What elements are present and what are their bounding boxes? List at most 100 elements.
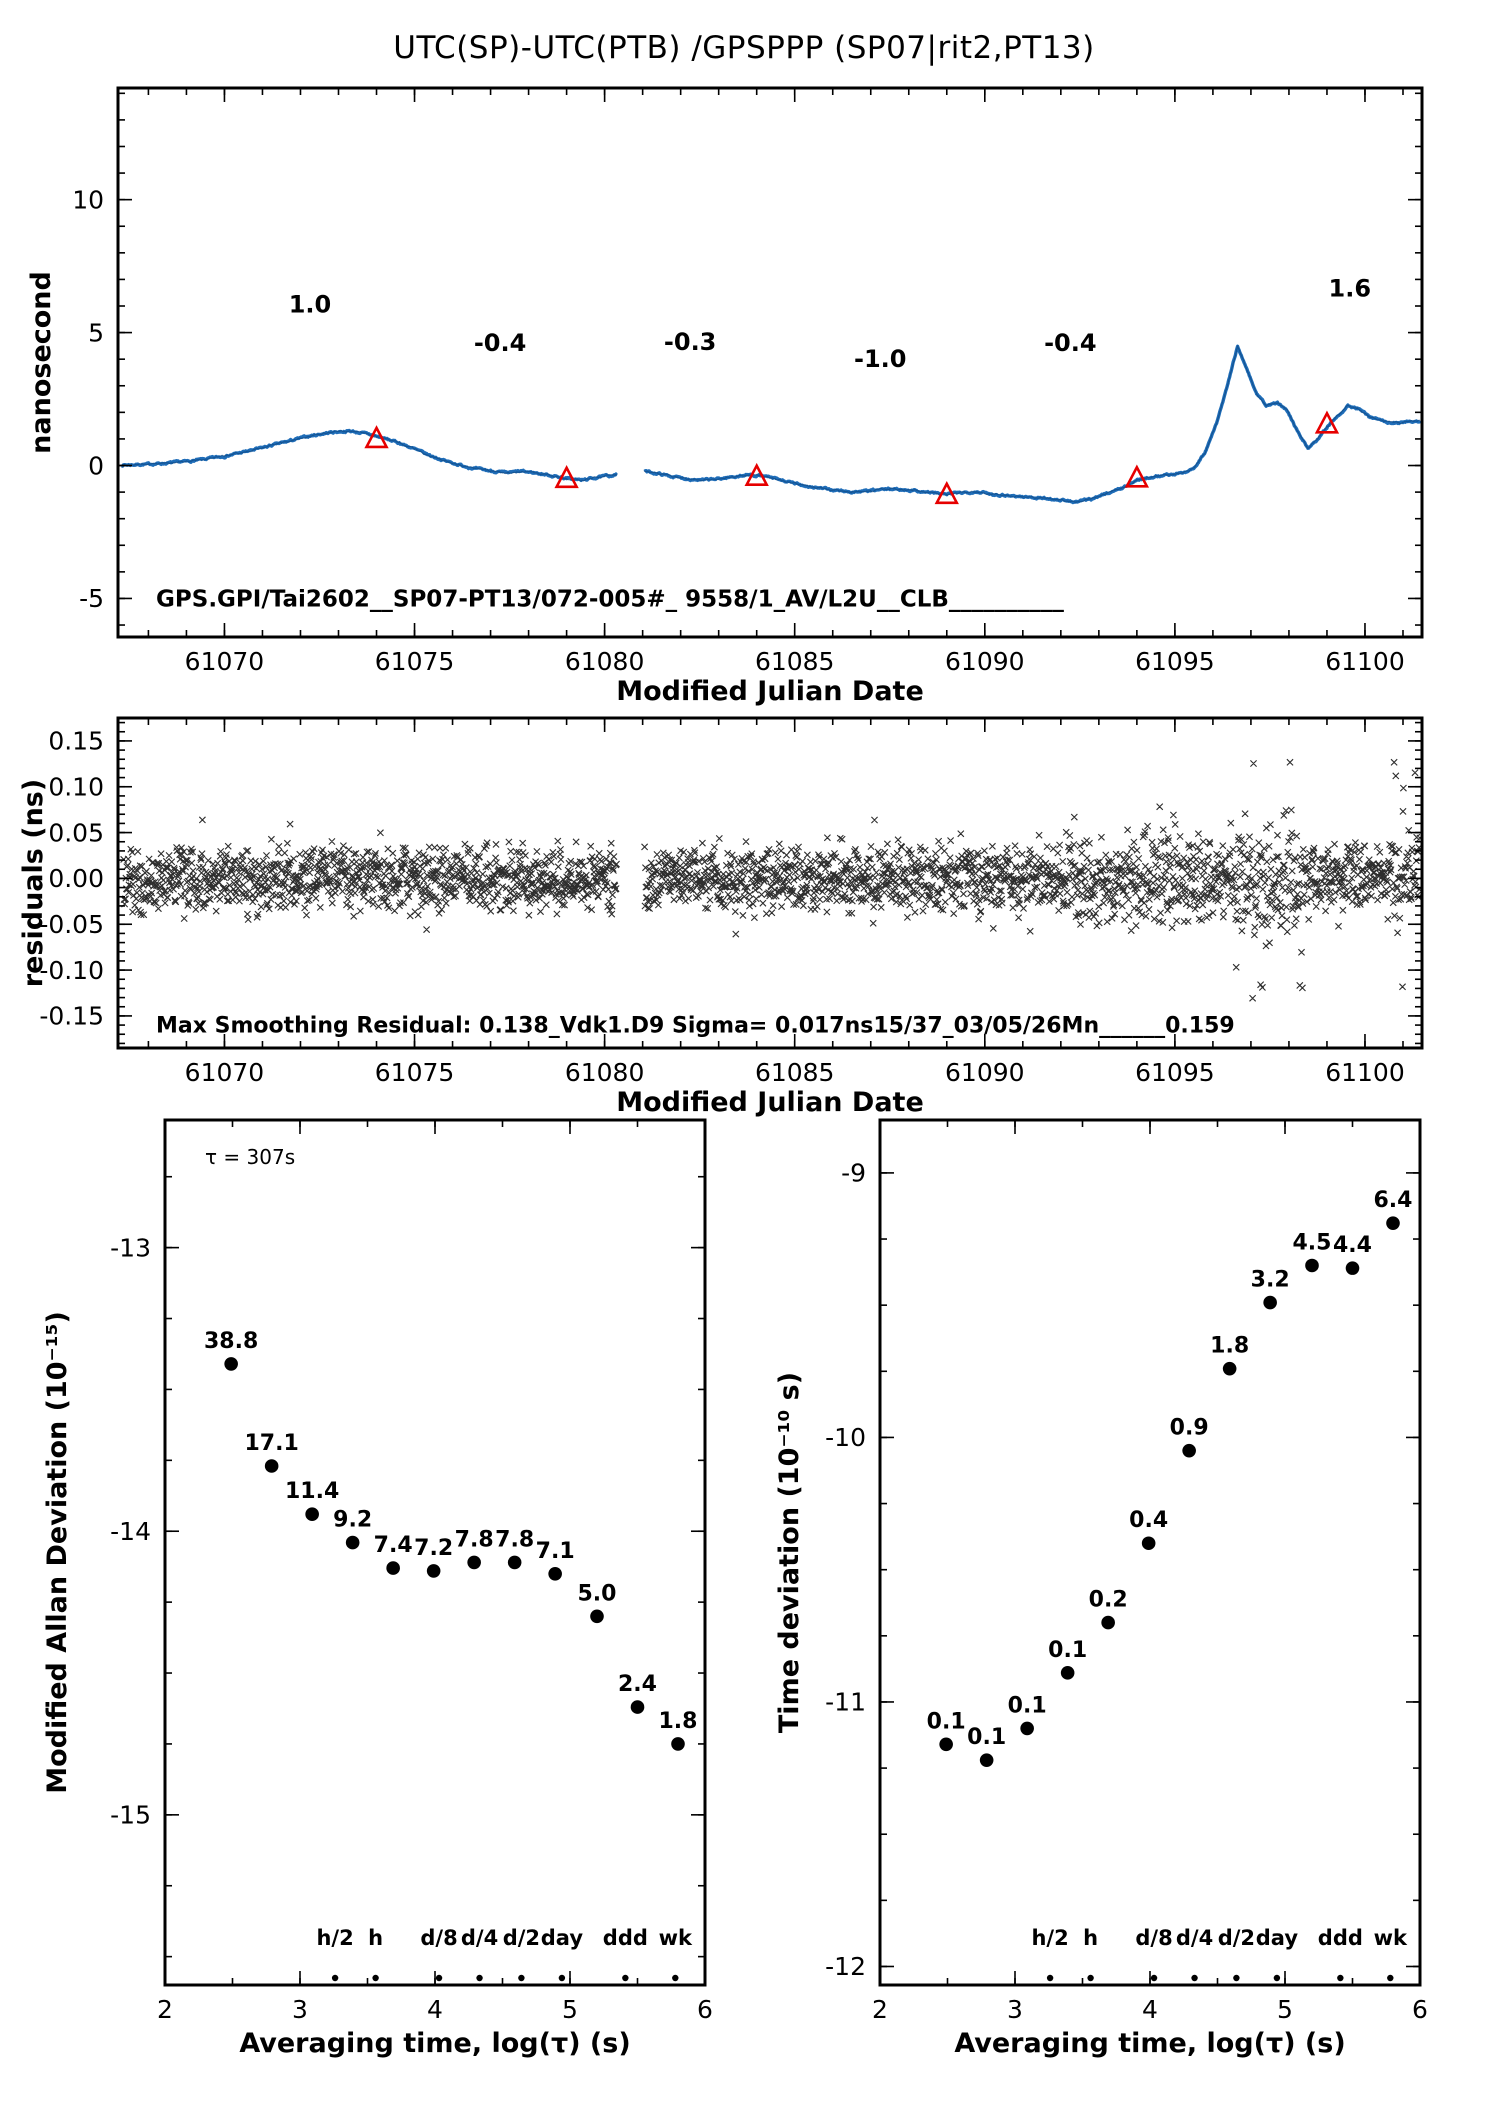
interval-tick-label: wk [659, 1926, 693, 1950]
offset-label: -0.3 [664, 328, 716, 356]
x-tick-label: 2 [157, 1995, 173, 2024]
interval-tick-dot [1150, 1974, 1158, 1982]
mdev-averaging-interval-ticks: h/2 h d/8 d/4 d/2 day ddd wk [316, 1926, 693, 1982]
interval-tick-dot [435, 1974, 443, 1982]
interval-tick-dot [1273, 1974, 1281, 1982]
tdev-point [1305, 1258, 1319, 1273]
x-tick-label: 61100 [1325, 647, 1405, 676]
residuals-axes: 61070 61075 61080 61085 61090 61095 61100 0.15 0… [39, 716, 1424, 1087]
interval-tick-dot [372, 1974, 379, 1982]
interval-tick-dot [1087, 1974, 1094, 1982]
interval-tick-dot [476, 1974, 483, 1982]
mdev-xlabel: Averaging time, log(τ) (s) [239, 2028, 630, 2059]
x-tick-label: 61095 [1135, 647, 1215, 676]
tdev-value-label: 4.5 [1293, 1230, 1332, 1255]
calibration-triangle-icon [1314, 410, 1340, 434]
offset-label: -0.4 [474, 329, 526, 357]
mdev-point [671, 1737, 685, 1751]
tau-note: τ = 307s [205, 1145, 295, 1169]
tdev-points: 0.10.10.10.10.20.40.91.83.24.5 4.46.4 [927, 1188, 1412, 1767]
interval-tick-dot [1337, 1974, 1344, 1982]
x-tick-label: 61075 [375, 647, 455, 676]
phase-curve [121, 345, 1421, 503]
interval-tick-dot [518, 1974, 525, 1982]
tdev-value-label: 3.2 [1251, 1268, 1290, 1293]
link-id-annotation: GPS.GPI/Tai2602__SP07-PT13/072-005#_ 955… [156, 586, 1064, 612]
calibration-triangle-icon [364, 425, 389, 449]
interval-tick-label: h/2 [316, 1926, 353, 1950]
y-tick-label: -10 [825, 1423, 866, 1452]
tdev-value-label: 1.8 [1210, 1334, 1249, 1359]
interval-tick-label: h/2 [1031, 1926, 1068, 1950]
interval-tick-dot [1233, 1974, 1240, 1982]
tdev-value-label: 4.4 [1333, 1233, 1372, 1258]
tdev-value-label: 0.4 [1129, 1508, 1168, 1533]
interval-tick-dot [331, 1974, 339, 1982]
offset-label: -1.0 [854, 345, 906, 373]
tdev-panel: 0.10.10.10.10.20.40.91.83.24.5 4.46.4h/2 h… [774, 1118, 1428, 2059]
offset-label: 1.0 [289, 291, 332, 319]
mdev-value-label: 7.8 [455, 1527, 494, 1552]
interval-tick-dot [558, 1974, 566, 1982]
y-tick-label: 0 [88, 451, 104, 480]
x-tick-label: 61100 [1325, 1058, 1405, 1087]
interval-tick-label: d/8 [1135, 1926, 1172, 1950]
y-tick-label: 0.10 [48, 773, 104, 802]
calibration-triangle-icon [1124, 464, 1150, 488]
interval-tick-label: d/2 [1218, 1926, 1255, 1950]
interval-tick-label: day [541, 1926, 584, 1950]
x-tick-label: 61090 [945, 1058, 1025, 1087]
mdev-value-label: 5.0 [578, 1581, 617, 1606]
y-tick-label: 5 [88, 318, 104, 347]
mdev-point [467, 1555, 481, 1570]
tdev-value-label: 0.1 [1008, 1693, 1047, 1718]
mdev-point [224, 1357, 238, 1371]
interval-tick-label: d/8 [420, 1926, 457, 1950]
interval-tick-dot [622, 1974, 629, 1982]
offset-label: -0.4 [1044, 329, 1096, 357]
x-tick-label: 61080 [565, 647, 645, 676]
y-tick-label: -15 [110, 1801, 151, 1830]
tdev-ylabel: Time deviation (10⁻¹⁰ s) [774, 1372, 805, 1733]
mdev-point [264, 1459, 279, 1473]
tdev-point [1060, 1666, 1075, 1680]
calibration-triangle-icon [934, 480, 959, 505]
x-tick-label: 5 [562, 1995, 578, 2024]
residuals-xlabel: Modified Julian Date [616, 1087, 924, 1118]
interval-tick-label: ddd [1318, 1926, 1363, 1950]
tdev-value-label: 0.1 [967, 1725, 1006, 1750]
interval-tick-label: ddd [603, 1926, 648, 1950]
interval-tick-label: day [1256, 1926, 1299, 1950]
phase-frame [116, 86, 1424, 639]
x-tick-label: 61070 [185, 647, 265, 676]
x-tick-label: 61090 [945, 647, 1025, 676]
x-tick-label: 3 [292, 1995, 308, 2024]
x-tick-label: 4 [427, 1995, 443, 2024]
tdev-point [1141, 1536, 1156, 1551]
residuals-frame [116, 716, 1424, 1050]
phase-curve [120, 344, 1422, 505]
tdev-point [1263, 1295, 1277, 1310]
interval-tick-label: wk [1374, 1926, 1408, 1950]
y-tick-label: 0.05 [48, 818, 104, 847]
mdev-value-label: 2.4 [618, 1672, 657, 1697]
phase-triangle-markers [364, 410, 1340, 505]
mdev-points: 38.817.111.49.27.4 7.2 7.8 7.8 7.15.02.41.8 [204, 1329, 697, 1751]
x-tick-label: 3 [1007, 1995, 1023, 2024]
x-tick-label: 2 [872, 1995, 888, 2024]
page-title: UTC(SP)-UTC(PTB) /GPSPPP (SP07|rit2,PT13… [393, 30, 1095, 66]
mdev-point [590, 1609, 604, 1624]
residual-scatter-points [120, 758, 1424, 1002]
phase-xlabel: Modified Julian Date [616, 676, 924, 707]
phase-panel: 1.0 -0.4 -0.3 -1.0 -0.4 1.6 GPS.GPI/Tai2602__S… [26, 86, 1424, 707]
mdev-point [386, 1561, 400, 1575]
residuals-panel: Max Smoothing Residual: 0.138_Vdk1.D9 Si… [18, 716, 1424, 1118]
y-tick-label: -5 [79, 584, 104, 613]
y-tick-label: -0.05 [39, 910, 104, 939]
phase-ylabel: nanosecond [26, 271, 57, 454]
tdev-value-label: 0.1 [927, 1709, 966, 1734]
phase-axes: 61070 61075 61080 61085 61090 61095 61100 10 5 0 -… [72, 86, 1424, 676]
residual-stats-annotation: Max Smoothing Residual: 0.138_Vdk1.D9 Si… [156, 1013, 1235, 1038]
